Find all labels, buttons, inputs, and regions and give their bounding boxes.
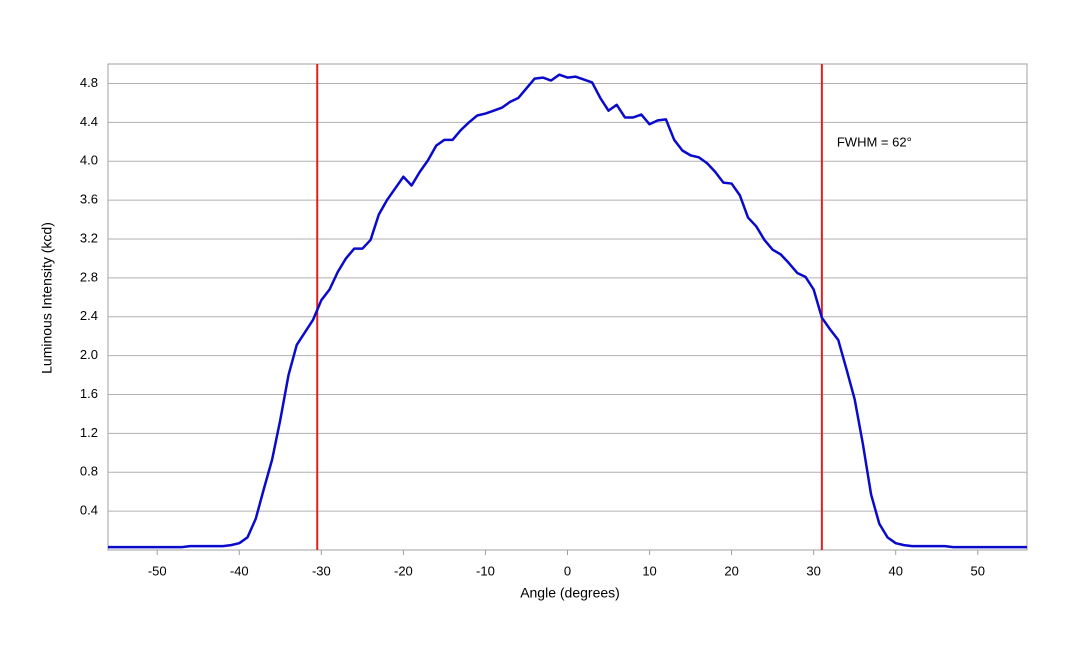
x-tick-label: 0 — [564, 563, 571, 578]
y-tick-label: 2.8 — [80, 269, 98, 284]
x-tick-label: 10 — [642, 563, 656, 578]
x-tick-label: 20 — [724, 563, 738, 578]
x-tick-label: -20 — [394, 563, 413, 578]
x-tick-label: -10 — [476, 563, 495, 578]
y-tick-label: 1.2 — [80, 425, 98, 440]
x-tick-label: 30 — [806, 563, 820, 578]
y-tick-label: 3.2 — [80, 230, 98, 245]
annotation: FWHM = 62° — [837, 134, 912, 149]
x-tick-label: 50 — [971, 563, 985, 578]
y-tick-label: 1.6 — [80, 386, 98, 401]
y-tick-label: 3.6 — [80, 192, 98, 207]
x-tick-label: 40 — [888, 563, 902, 578]
x-tick-label: -30 — [312, 563, 331, 578]
y-tick-label: 4.0 — [80, 153, 98, 168]
y-tick-label: 2.0 — [80, 347, 98, 362]
y-axis-label: Luminous Intensity (kcd) — [39, 222, 55, 374]
y-tick-label: 0.8 — [80, 464, 98, 479]
y-tick-label: 2.4 — [80, 308, 98, 323]
y-tick-label: 4.4 — [80, 114, 98, 129]
data-line — [108, 73, 1027, 549]
x-tick-label: -40 — [230, 563, 249, 578]
x-axis-label: Angle (degrees) — [520, 585, 620, 601]
x-tick-label: -50 — [148, 563, 167, 578]
y-tick-label: 4.8 — [80, 75, 98, 90]
y-tick-label: 0.4 — [80, 503, 98, 518]
